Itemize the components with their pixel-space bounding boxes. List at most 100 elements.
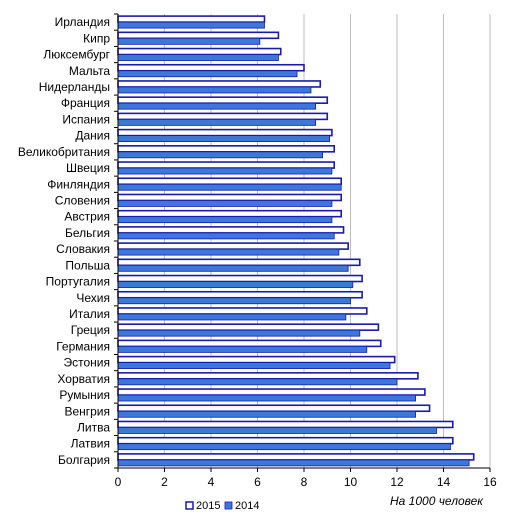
bar-2015 <box>117 226 345 234</box>
category-label: Португалия <box>46 275 110 289</box>
category-label: Литва <box>77 420 110 434</box>
bar-2015 <box>117 355 396 364</box>
bar-2015 <box>117 372 419 380</box>
bar-2015 <box>117 339 382 348</box>
bar-2014 <box>117 427 437 434</box>
bar-2015 <box>117 177 342 186</box>
bar-2014 <box>117 200 333 207</box>
category-label: Франция <box>61 96 110 110</box>
bar-2015 <box>117 80 322 88</box>
category-label: Люксембург <box>43 48 110 62</box>
bar-2015 <box>117 290 363 299</box>
x-tick-label: 16 <box>483 475 497 489</box>
bar-2014 <box>117 54 279 61</box>
bar-2015 <box>117 453 475 461</box>
bar-2015 <box>117 258 361 267</box>
x-tick-label: 8 <box>301 475 308 489</box>
bar-2015 <box>117 274 363 283</box>
bar-2014 <box>117 102 317 110</box>
category-label: Словения <box>55 193 110 207</box>
category-label: Италия <box>69 307 110 321</box>
category-label: Германия <box>56 339 110 353</box>
bar-2014 <box>117 167 333 175</box>
bar-2014 <box>117 135 330 143</box>
x-axis-unit-label: На 1000 человек <box>390 494 484 508</box>
bar-2015 <box>117 47 282 56</box>
bar-2014 <box>117 183 342 191</box>
bar-2014 <box>117 248 340 256</box>
bar-2015 <box>117 436 454 445</box>
x-tick-label: 6 <box>254 475 261 489</box>
bar-2014 <box>117 362 391 370</box>
bar-2014 <box>117 410 417 418</box>
category-label: Нидерланды <box>39 80 110 94</box>
bar-2014 <box>117 281 354 288</box>
bar-2015 <box>117 388 426 396</box>
category-label: Финляндия <box>47 177 110 191</box>
bar-2015 <box>117 209 342 218</box>
legend-swatch-2015 <box>185 501 194 510</box>
x-tick-label: 4 <box>208 475 215 489</box>
category-label: Кипр <box>83 31 110 45</box>
bar-2014 <box>117 70 298 78</box>
category-label: Греция <box>71 323 110 337</box>
bar-2014 <box>117 232 335 240</box>
bar-2015 <box>117 193 342 202</box>
bar-2015 <box>117 323 380 331</box>
category-label: Швеция <box>66 161 110 175</box>
legend: 2015 2014 <box>185 500 259 512</box>
category-label: Мальта <box>69 64 110 78</box>
bar-2014 <box>117 443 451 451</box>
bar-2014 <box>117 297 351 305</box>
bar-2014 <box>117 37 261 45</box>
bar-2015 <box>117 96 329 104</box>
bar-2015 <box>117 307 368 315</box>
category-label: Ирландия <box>55 15 110 29</box>
bar-2015 <box>117 145 336 153</box>
bar-2014 <box>117 394 417 402</box>
bar-2014 <box>117 313 347 321</box>
x-tick-label: 10 <box>344 475 358 489</box>
x-tick-labels: 0 2 4 6 8 10 12 14 16 <box>115 475 497 489</box>
bar-2014 <box>117 264 349 272</box>
bar-2014 <box>117 378 398 386</box>
bar-2014 <box>117 118 317 126</box>
category-label: Словакия <box>56 242 110 256</box>
bars <box>117 15 475 467</box>
bar-2015 <box>117 161 336 169</box>
bar-2014 <box>117 329 361 337</box>
bar-2014 <box>117 151 324 159</box>
bar-2015 <box>117 15 266 23</box>
category-labels: Ирландия Кипр Люксембург Мальта Нидерланды Фр… <box>18 15 111 467</box>
bar-2014 <box>117 86 312 94</box>
bar-2014 <box>117 21 265 29</box>
bar-2015 <box>117 63 305 72</box>
bar-2015 <box>117 404 431 413</box>
category-label: Бельгия <box>65 226 110 240</box>
category-label: Эстония <box>64 356 111 370</box>
category-label: Латвия <box>71 437 110 451</box>
bar-2015 <box>117 128 333 137</box>
category-label: Польша <box>65 258 110 272</box>
legend-label-2014: 2014 <box>235 500 259 512</box>
x-tick-label: 2 <box>161 475 168 489</box>
bar-2015 <box>117 31 280 40</box>
axes <box>114 13 491 472</box>
category-label: Испания <box>62 112 110 126</box>
category-label: Хорватия <box>57 372 110 386</box>
category-label: Чехия <box>76 291 110 305</box>
x-tick-label: 12 <box>390 475 404 489</box>
category-label: Дания <box>75 129 110 143</box>
legend-swatch-2014 <box>224 501 233 510</box>
bar-2015 <box>117 420 454 429</box>
bar-2015 <box>117 242 349 250</box>
bar-2014 <box>117 216 333 224</box>
x-tick-label: 14 <box>437 475 451 489</box>
bar-2014 <box>117 459 470 467</box>
category-label: Великобритания <box>18 145 110 159</box>
category-label: Венгрия <box>64 404 110 418</box>
category-label: Австрия <box>64 210 110 224</box>
legend-label-2015: 2015 <box>196 500 220 512</box>
category-label: Болгария <box>58 453 110 467</box>
